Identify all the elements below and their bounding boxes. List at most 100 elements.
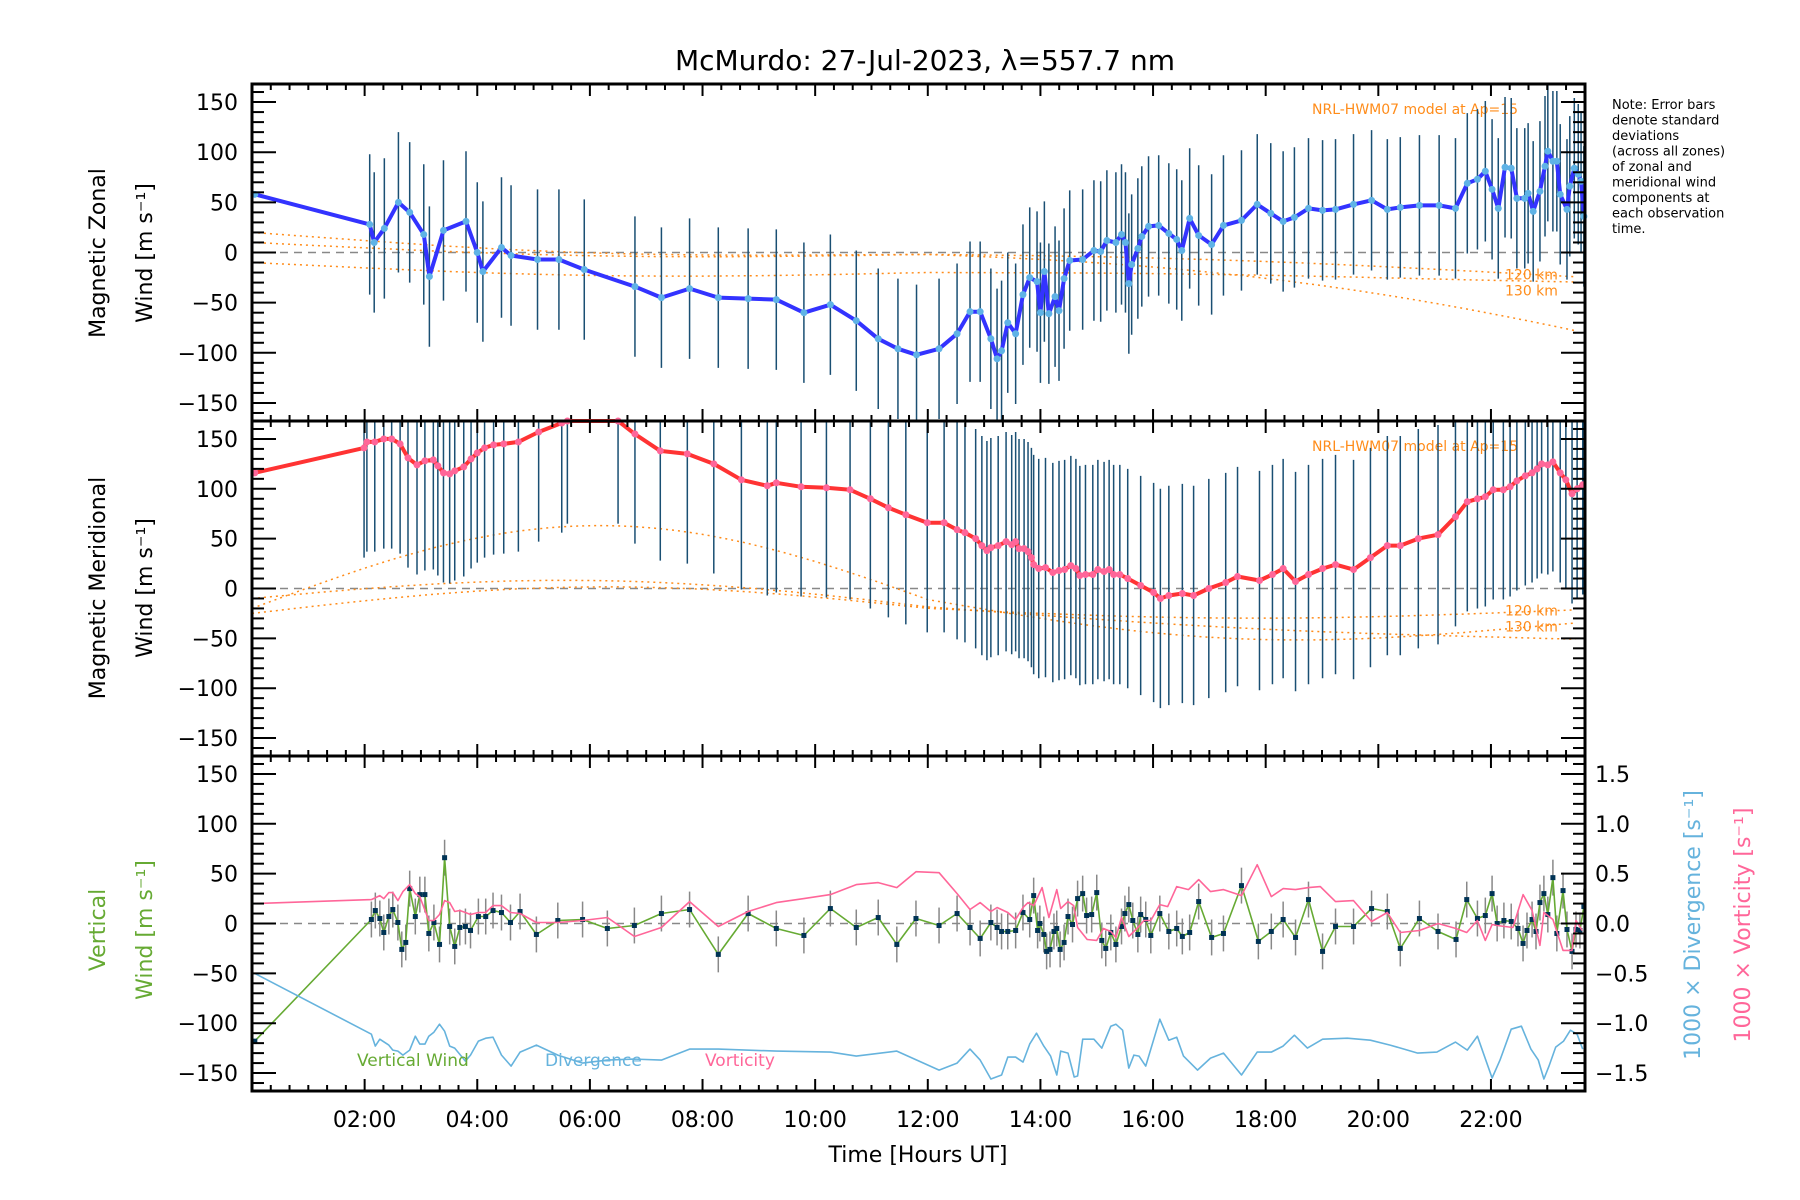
legend-item: Divergence <box>545 1051 642 1071</box>
data-point <box>913 351 921 359</box>
data-point <box>396 440 404 448</box>
data-point <box>1553 157 1561 165</box>
y-tick-label: −100 <box>178 677 238 702</box>
data-point <box>1556 469 1564 477</box>
series-line-vorticity <box>254 863 1583 952</box>
note-line: Note: Error bars <box>1612 98 1716 113</box>
data-point <box>631 283 639 291</box>
data-point <box>977 935 983 941</box>
x-tick-label: 20:00 <box>1347 1108 1410 1133</box>
data-point <box>1186 214 1194 222</box>
data-point <box>421 457 429 465</box>
data-point <box>434 462 442 470</box>
data-point <box>452 943 458 949</box>
data-point <box>846 486 854 494</box>
data-point <box>1290 213 1298 221</box>
data-point <box>1027 917 1033 923</box>
data-point <box>1099 937 1105 943</box>
data-point <box>580 917 586 923</box>
data-point <box>967 924 973 930</box>
x-tick-label: 18:00 <box>1234 1108 1297 1133</box>
data-point <box>1020 910 1026 916</box>
data-point <box>935 345 943 353</box>
data-point <box>657 294 665 302</box>
data-point <box>1463 179 1471 187</box>
data-point <box>1145 222 1153 230</box>
data-point <box>1045 310 1053 318</box>
data-point <box>1529 917 1535 923</box>
data-point <box>1033 278 1041 286</box>
data-point <box>1489 891 1495 897</box>
data-point <box>1319 206 1327 214</box>
data-point <box>994 542 1002 550</box>
data-point <box>1190 591 1198 599</box>
data-point <box>1012 538 1020 546</box>
data-point <box>1220 930 1226 936</box>
data-point <box>1521 194 1529 202</box>
data-point <box>1304 571 1312 579</box>
data-point <box>420 230 428 238</box>
data-point <box>1208 240 1216 248</box>
data-point <box>431 920 437 926</box>
data-point <box>1072 565 1080 573</box>
data-point <box>580 266 588 274</box>
data-point <box>656 447 664 455</box>
data-point <box>1205 585 1213 592</box>
meridional-ylabel-line2: Wind [m s⁻¹] <box>133 518 158 658</box>
data-point <box>1451 513 1459 521</box>
data-point <box>1013 927 1019 933</box>
data-point <box>1384 909 1390 915</box>
y-tick-label: 0 <box>224 913 238 938</box>
y-tick-label: 0 <box>224 578 238 603</box>
data-point <box>1138 232 1146 240</box>
data-point <box>1057 946 1063 952</box>
y-tick-label: 100 <box>196 478 238 503</box>
data-point <box>1125 280 1133 288</box>
data-point <box>468 927 474 933</box>
data-point <box>687 907 693 913</box>
x-tick-label: 08:00 <box>671 1108 734 1133</box>
data-point <box>884 504 892 512</box>
chart-title: McMurdo: 27-Jul-2023, λ=557.7 nm <box>675 44 1175 77</box>
data-point <box>473 249 481 256</box>
data-point <box>1319 565 1327 573</box>
data-point <box>1280 917 1286 923</box>
data-point <box>555 918 561 924</box>
note-line: (across all zones) <box>1612 145 1725 160</box>
data-point <box>394 198 402 206</box>
data-point <box>1055 307 1063 315</box>
data-point <box>826 301 834 309</box>
data-point <box>978 542 986 550</box>
note-line: time. <box>1612 222 1646 237</box>
data-point <box>1222 579 1230 587</box>
x-tick-label: 04:00 <box>446 1108 509 1133</box>
model-label: NRL-HWM07 model at Ap=15 <box>1312 439 1518 455</box>
data-point <box>380 224 388 232</box>
data-point <box>1544 461 1552 469</box>
data-point <box>413 461 421 469</box>
data-point <box>1545 912 1551 918</box>
data-point <box>1474 916 1480 922</box>
data-point <box>437 941 443 947</box>
data-point <box>1012 330 1020 338</box>
data-point <box>631 430 639 438</box>
data-point <box>894 345 902 353</box>
data-point <box>1383 542 1391 550</box>
data-point <box>507 252 515 260</box>
data-point <box>1094 890 1100 896</box>
model-curve <box>251 579 1576 640</box>
data-point <box>1494 204 1502 212</box>
data-point <box>1031 893 1037 899</box>
data-point <box>1524 927 1530 933</box>
data-point <box>1238 883 1244 889</box>
note-line: of zonal and <box>1612 160 1692 175</box>
data-point <box>1155 221 1163 229</box>
vertical-panel: 150 100 50 0 −50 −100 −150 1.5 1.0 0.5 0.0 −0.5 −1.0… <box>178 754 1648 1133</box>
data-point <box>894 941 900 947</box>
data-point <box>1080 891 1086 897</box>
data-point <box>422 892 428 898</box>
data-point <box>1566 182 1574 190</box>
data-point <box>1255 938 1261 944</box>
data-point <box>1051 293 1059 301</box>
data-point <box>1156 594 1164 602</box>
